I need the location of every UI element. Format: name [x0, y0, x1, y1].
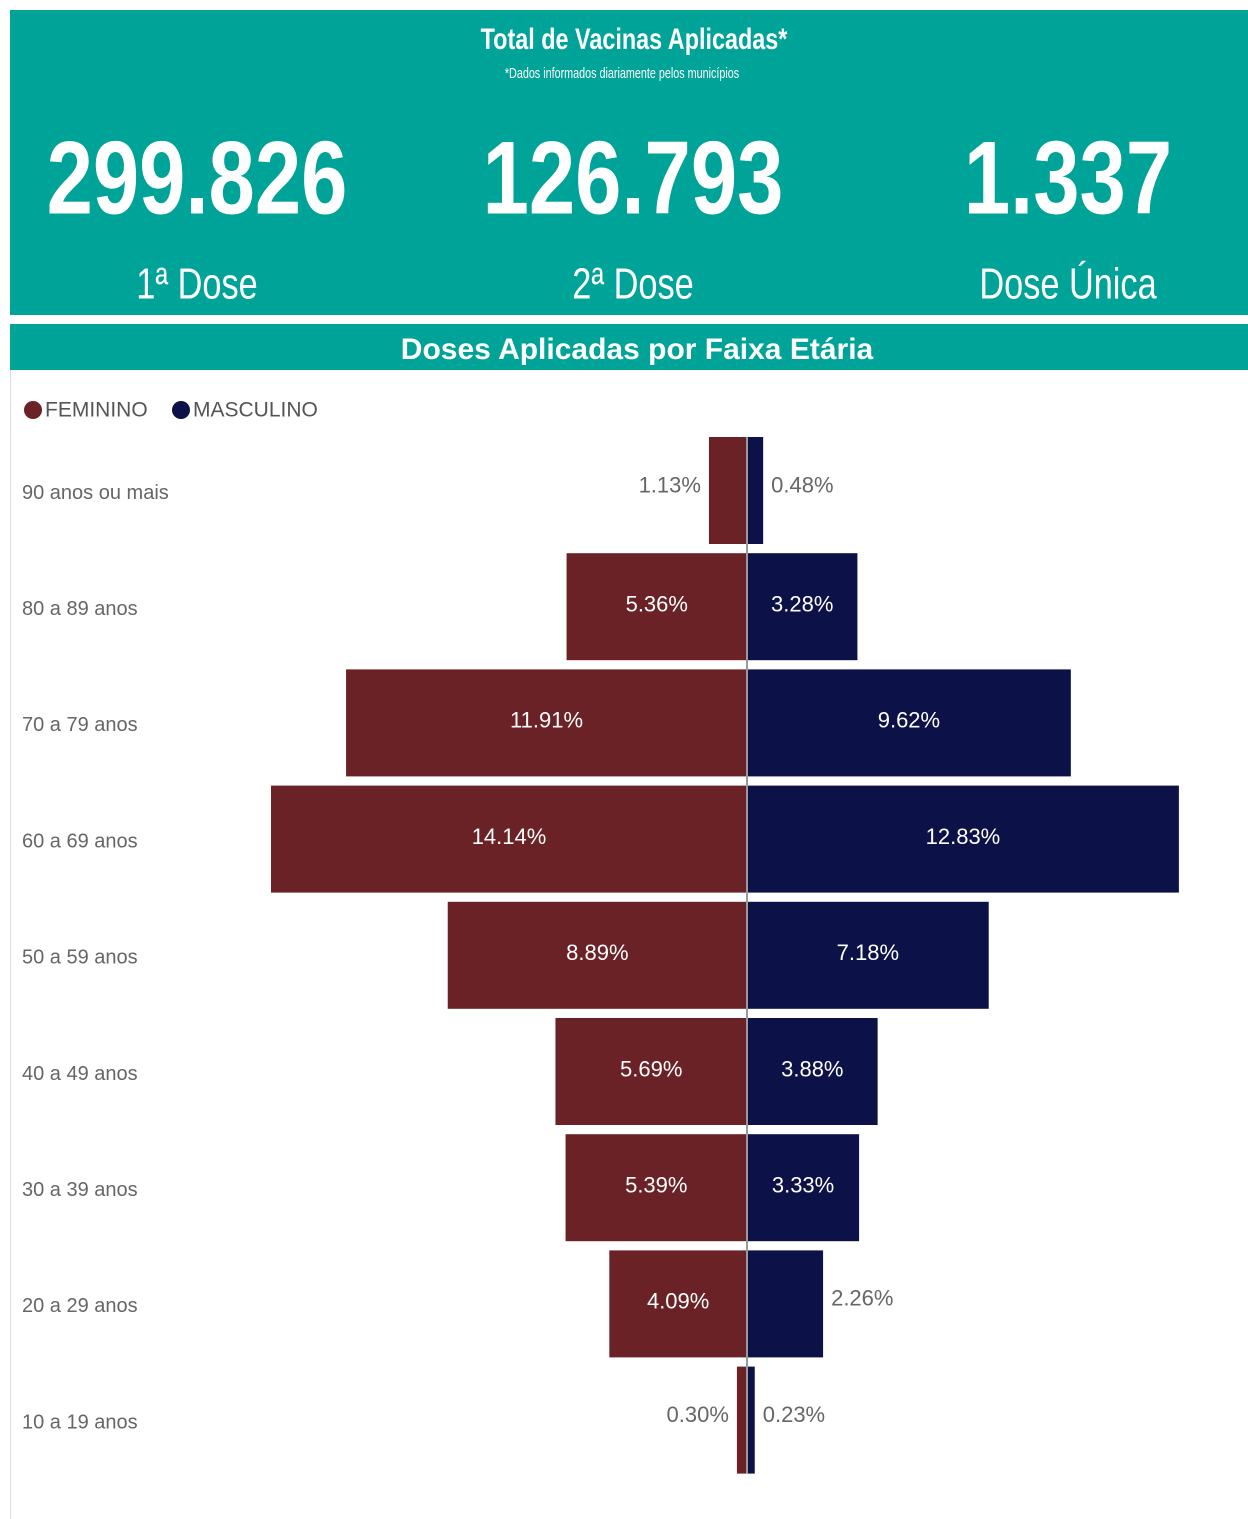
- kpi-label: 1ª Dose: [136, 260, 257, 309]
- legend-label: MASCULINO: [193, 399, 318, 422]
- bar: [747, 1366, 755, 1474]
- bar: [565, 1134, 747, 1242]
- bar: [555, 1018, 747, 1125]
- bar: [447, 901, 747, 1009]
- kpi-value: 299.826: [47, 120, 348, 236]
- value-label: 3.33%: [772, 1173, 834, 1198]
- value-label: 9.62%: [878, 708, 940, 733]
- value-label: 8.89%: [566, 940, 628, 965]
- value-label: 5.39%: [625, 1173, 687, 1198]
- kpi-label: Dose Única: [979, 260, 1156, 309]
- bar: [747, 1018, 878, 1125]
- bar: [747, 437, 764, 544]
- category-label: 20 a 29 anos: [22, 1295, 138, 1317]
- value-label: 0.30%: [667, 1402, 729, 1427]
- legend-marker: [24, 401, 42, 419]
- bar: [747, 785, 1179, 893]
- value-label: 0.48%: [771, 472, 833, 497]
- category-label: 60 a 69 anos: [22, 830, 138, 852]
- bar: [747, 1250, 824, 1358]
- bar: [708, 437, 747, 544]
- category-label: 70 a 79 anos: [22, 714, 138, 736]
- bar: [736, 1366, 747, 1474]
- legend-marker: [172, 401, 190, 419]
- bar: [609, 1250, 747, 1358]
- category-label: 10 a 19 anos: [22, 1411, 138, 1433]
- value-label: 1.13%: [639, 472, 701, 497]
- header-title: Total de Vacinas Aplicadas*: [481, 22, 788, 55]
- value-label: 5.69%: [620, 1056, 682, 1081]
- bar: [747, 669, 1071, 777]
- bar: [747, 553, 858, 661]
- value-label: 7.18%: [837, 940, 899, 965]
- bar: [747, 1134, 860, 1242]
- bar: [271, 785, 747, 893]
- category-label: 50 a 59 anos: [22, 947, 138, 969]
- bar: [747, 901, 989, 1009]
- bar: [566, 553, 747, 661]
- value-label: 4.09%: [647, 1289, 709, 1314]
- value-label: 5.36%: [626, 592, 688, 617]
- value-label: 2.26%: [831, 1286, 893, 1311]
- category-label: 40 a 49 anos: [22, 1063, 138, 1085]
- value-label: 3.28%: [771, 592, 833, 617]
- legend-label: FEMININO: [45, 399, 148, 422]
- value-label: 0.23%: [763, 1402, 825, 1427]
- bar: [346, 669, 747, 777]
- value-label: 3.88%: [781, 1056, 843, 1081]
- chart-title: Doses Aplicadas por Faixa Etária: [401, 333, 874, 366]
- header-panel: [10, 10, 1248, 315]
- value-label: 11.91%: [510, 708, 583, 733]
- kpi-value: 1.337: [964, 120, 1172, 236]
- kpi-label: 2ª Dose: [572, 260, 693, 309]
- category-label: 90 anos ou mais: [22, 482, 169, 504]
- category-label: 80 a 89 anos: [22, 598, 138, 620]
- value-label: 14.14%: [472, 824, 547, 849]
- kpi-value: 126.793: [483, 120, 784, 236]
- category-label: 30 a 39 anos: [22, 1179, 138, 1201]
- header-subtitle: *Dados informados diariamente pelos muni…: [505, 64, 740, 81]
- chart-title-band: [10, 324, 1248, 370]
- value-label: 12.83%: [926, 824, 1001, 849]
